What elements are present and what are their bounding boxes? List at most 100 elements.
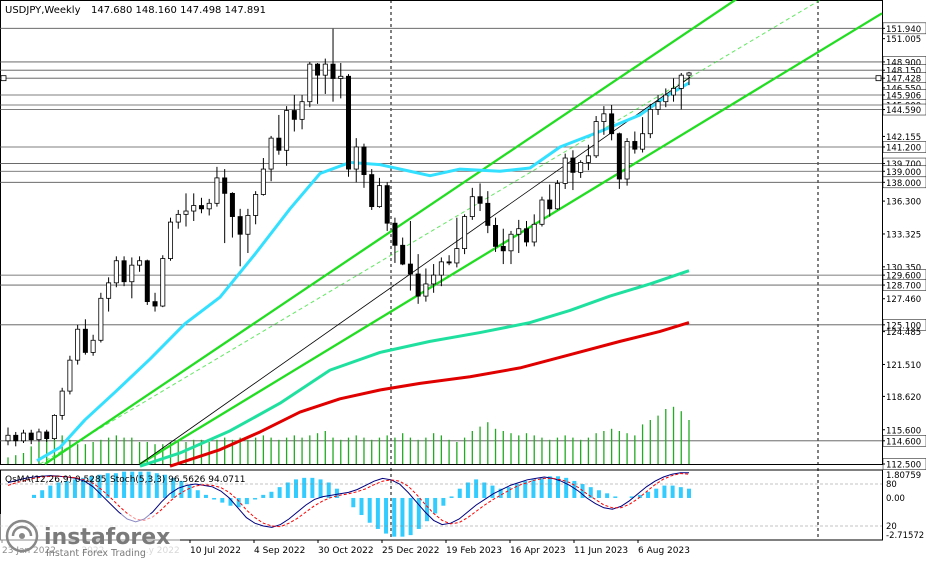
osma-bar	[670, 485, 675, 498]
osma-bar	[179, 480, 184, 498]
candle-body	[446, 261, 452, 264]
candle-body	[44, 431, 50, 439]
osma-bar	[506, 487, 511, 498]
candle-body	[299, 101, 305, 120]
osma-indicator-label: OsMA(12,26,9) 0.5285	[5, 475, 106, 485]
candle-body	[384, 185, 390, 224]
grid-layer	[0, 0, 883, 541]
osma-bar	[122, 471, 127, 498]
price-axis-label: 130.350	[886, 263, 921, 273]
candle-body	[20, 432, 26, 442]
candle-body	[129, 264, 135, 283]
osma-bar	[163, 474, 167, 498]
candle-body	[624, 141, 630, 180]
candle-body	[500, 245, 506, 252]
osma-bar	[572, 480, 577, 498]
price-axis-label: 118.620	[886, 393, 921, 403]
candle-body	[82, 328, 88, 353]
stoch-indicator-label: Stoch(5,3,3) 96.5626 94.0711	[110, 475, 245, 485]
osma-bar	[637, 494, 642, 498]
stoch-axis-label: 20	[886, 522, 897, 532]
candle-body	[585, 155, 591, 163]
osma-bar	[588, 487, 593, 498]
osma-bar	[64, 480, 69, 498]
price-axis-label: 129.600	[886, 272, 921, 282]
osma-bar	[72, 479, 77, 498]
candle-body	[144, 260, 150, 303]
candle-body	[415, 273, 421, 297]
candle-body	[469, 196, 475, 217]
candle-body	[485, 202, 491, 226]
candle-body	[268, 137, 274, 170]
candle-body	[345, 75, 351, 170]
price-axis-label: 121.510	[886, 361, 921, 371]
candle-body	[539, 199, 545, 225]
candle-body	[5, 434, 11, 442]
time-axis-label: 25 Dec 2022	[382, 546, 440, 556]
time-axis-label: 4 Sep 2022	[254, 546, 305, 556]
candle-body	[655, 101, 661, 110]
osma-bar	[523, 480, 528, 498]
candle-body	[98, 297, 104, 341]
osma-bar	[277, 487, 282, 498]
candle-body	[423, 283, 429, 297]
osma-bar	[400, 497, 405, 537]
osma-bar	[654, 488, 659, 498]
price-axis-label: 141.200	[886, 143, 921, 153]
price-axis-label: 142.155	[886, 133, 921, 143]
chart-ohlc-values: 147.680 148.160 147.498 147.891	[91, 5, 266, 16]
candle-body	[647, 109, 653, 135]
osma-bar	[89, 476, 94, 498]
candle-body	[237, 216, 243, 235]
price-axis-label: 138.000	[886, 179, 921, 189]
osma-bar	[482, 482, 487, 498]
stoch-signal-line	[7, 472, 690, 528]
time-axis-label: 30 Oct 2022	[318, 546, 374, 556]
candle-body	[578, 162, 584, 173]
candle-body	[477, 196, 483, 204]
candle-body	[431, 274, 437, 285]
candle-body	[206, 202, 212, 210]
osma-bar	[154, 473, 159, 498]
candle-body	[51, 414, 57, 439]
price-axis-label: 133.325	[886, 230, 921, 240]
osma-bar	[629, 496, 634, 498]
osma-bar	[269, 491, 274, 498]
candle-body	[407, 263, 413, 275]
candle-body	[338, 75, 344, 79]
time-axis-label: 19 Feb 2023	[446, 546, 502, 556]
candle-body	[276, 137, 282, 151]
level-marker-left	[0, 75, 7, 82]
candle-body	[160, 258, 166, 307]
candle-body	[601, 113, 607, 122]
osma-bar	[662, 485, 667, 498]
watermark-tagline: Instant Forex Trading	[46, 548, 146, 559]
horizontal-levels	[0, 27, 882, 442]
candle-body	[67, 359, 73, 392]
candle-body	[438, 261, 444, 276]
candle-body	[531, 223, 537, 243]
candle-body	[36, 431, 42, 441]
ma-long-line	[169, 321, 690, 468]
osma-bar	[457, 488, 462, 498]
osma-bar	[334, 488, 339, 498]
candle-body	[291, 110, 297, 120]
osma-bar	[212, 497, 217, 500]
osma-bar	[40, 490, 45, 498]
candle-body	[508, 233, 514, 252]
osma-bar	[687, 488, 691, 498]
candle-body	[90, 339, 96, 353]
candle-body	[260, 168, 266, 195]
candle-body	[191, 205, 197, 212]
ma-mid-line	[139, 269, 690, 468]
watermark-brand: instaforex	[44, 525, 170, 550]
candle-body	[562, 157, 568, 184]
osma-bar	[171, 477, 176, 498]
candle-body	[547, 199, 553, 210]
osma-bar	[195, 490, 200, 498]
candle-body	[284, 110, 290, 151]
price-axis-label: 151.005	[886, 35, 921, 45]
candle-body	[361, 146, 367, 175]
candle-body	[198, 205, 204, 210]
